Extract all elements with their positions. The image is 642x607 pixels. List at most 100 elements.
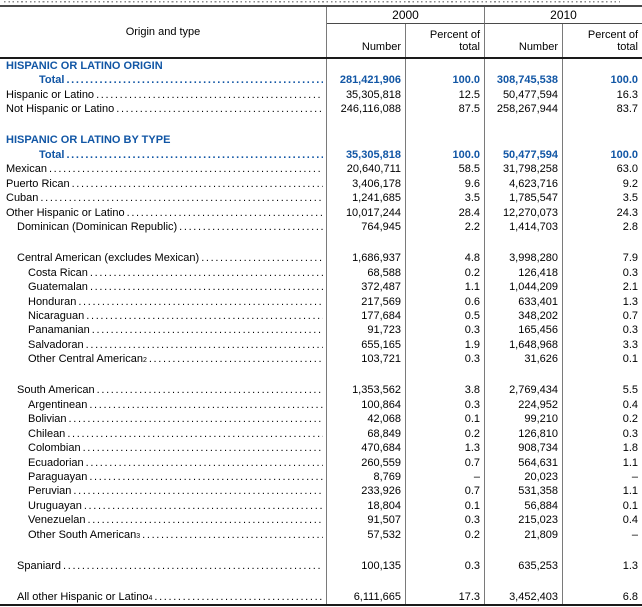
origin-cell: Nicaraguan. . . . . . . . . . . . . . . … (0, 308, 327, 324)
value-percent-2000-cell: 3.5 (406, 191, 485, 206)
dot-leader: . . . . . . . . . . . . . . . . . . . . … (66, 74, 323, 87)
value-number-2000-cell: 470,684 (327, 441, 406, 456)
value-percent-2010-cell: 63.0 (616, 163, 638, 176)
value-percent-2000-cell (406, 59, 485, 74)
value-percent-2000-cell: 17.3 (406, 590, 485, 605)
row-label: Cuban (6, 192, 39, 205)
dot-leader: . . . . . . . . . . . . . . . . . . . . … (68, 413, 323, 426)
origin-cell: Costa Rican. . . . . . . . . . . . . . .… (0, 265, 327, 281)
row-label: South American (17, 384, 95, 397)
hispanic-origin-table: Origin and type 2000 2010 Number Percent… (0, 5, 642, 607)
value-percent-2000-cell: 0.6 (406, 294, 485, 309)
value-percent-2010-cell: 24.3 (616, 206, 638, 219)
value-percent-2000-cell: 100.0 (406, 147, 485, 163)
value-percent-2000-cell (406, 366, 485, 384)
dot-leader: . . . . . . . . . . . . . . . . . . . . … (73, 485, 323, 498)
number-header-label: Number (518, 41, 558, 53)
value-number-2010-cell: 348,202 (485, 308, 563, 324)
row-label: Argentinean (28, 398, 88, 411)
value-percent-2010-cell: 2.8 (622, 221, 638, 234)
value-percent-2010-cell: 9.2 (622, 177, 638, 190)
row-label: Ecuadorian (28, 456, 84, 469)
value-percent-2010-cell: 83.7 (616, 103, 638, 116)
table-row: Cuban. . . . . . . . . . . . . . . . . .… (0, 191, 642, 206)
origin-cell (0, 234, 327, 252)
value-number-2010-cell: 50,477,594 (485, 87, 563, 103)
value-percent-2010-cell: 3.5 (622, 192, 638, 205)
value-number-2010-cell: 635,253 (485, 558, 563, 574)
origin-cell: Salvadoran. . . . . . . . . . . . . . . … (0, 337, 327, 353)
value-percent-2010-cell: 0.3 (622, 427, 638, 440)
origin-cell: Paraguayan. . . . . . . . . . . . . . . … (0, 470, 327, 485)
row-label: Salvadoran (28, 338, 84, 351)
table-row: Uruguayan. . . . . . . . . . . . . . . .… (0, 498, 642, 514)
origin-cell: Not Hispanic or Latino. . . . . . . . . … (0, 102, 327, 117)
dot-leader: . . . . . . . . . . . . . . . . . . . . … (87, 514, 324, 527)
value-number-2010-cell: 1,785,547 (485, 191, 563, 206)
row-label: Panamanian (28, 324, 90, 337)
value-percent-2000-cell: 12.5 (406, 87, 485, 103)
value-percent-2010-cell (563, 367, 642, 384)
value-percent-2000-cell: 0.2 (406, 527, 485, 543)
dot-leader: . . . . . . . . . . . . . . . . . . . . … (67, 427, 323, 440)
value-number-2000-cell: 18,804 (327, 498, 406, 514)
value-number-2000-cell: 217,569 (327, 294, 406, 309)
value-percent-2000-cell: 0.2 (406, 265, 485, 281)
value-percent-2010-cell: 0.2 (622, 413, 638, 426)
dot-leader: . . . . . . . . . . . . . . . . . . . . … (89, 281, 323, 294)
value-number-2010-cell: 20,023 (485, 470, 563, 485)
value-number-2000-cell: 6,111,665 (327, 590, 406, 605)
origin-cell: Colombian. . . . . . . . . . . . . . . .… (0, 441, 327, 456)
origin-cell: Panamanian. . . . . . . . . . . . . . . … (0, 323, 327, 338)
value-number-2000-cell: 655,165 (327, 337, 406, 353)
value-number-2010-cell (485, 59, 563, 74)
origin-cell (0, 573, 327, 590)
value-percent-2010-cell: 0.3 (622, 266, 638, 279)
value-number-2000-cell (327, 366, 406, 384)
origin-cell: Venezuelan. . . . . . . . . . . . . . . … (0, 513, 327, 528)
value-number-2010-cell: 258,267,944 (485, 102, 563, 117)
dot-leader: . . . . . . . . . . . . . . . . . . . . … (82, 442, 323, 455)
dot-leader: . . . . . . . . . . . . . . . . . . . . … (89, 266, 323, 279)
table-body: HISPANIC OR LATINO ORIGIN Total. . . . . … (0, 59, 642, 605)
dot-leader: . . . . . . . . . . . . . . . . . . . . … (116, 103, 323, 116)
value-percent-2010-cell: 6.8 (622, 591, 638, 603)
origin-cell: Guatemalan. . . . . . . . . . . . . . . … (0, 280, 327, 295)
row-label: Other Hispanic or Latino (6, 206, 125, 219)
value-number-2010-cell: 564,631 (485, 455, 563, 470)
value-percent-2010-cell (563, 542, 642, 559)
dot-leader: . . . . . . . . . . . . . . . . . . . . … (71, 177, 323, 190)
dot-leader: . . . . . . . . . . . . . . . . . . . . … (40, 192, 323, 205)
value-number-2010-cell: 31,626 (485, 352, 563, 367)
dot-leader: . . . . . . . . . . . . . . . . . . . . … (89, 398, 323, 411)
value-percent-2010-cell: 5.5 (622, 384, 638, 397)
origin-cell: Hispanic or Latino. . . . . . . . . . . … (0, 87, 327, 103)
origin-cell: Central American (excludes Mexican). . .… (0, 251, 327, 266)
clipped-caption-remnant (0, 0, 642, 5)
value-number-2010-cell: 99,210 (485, 412, 563, 427)
value-percent-2010-cell: 16.3 (616, 88, 638, 101)
table-row: Venezuelan. . . . . . . . . . . . . . . … (0, 513, 642, 528)
value-number-2000-cell: 1,686,937 (327, 251, 406, 266)
value-number-2000-cell: 35,305,818 (327, 87, 406, 103)
row-label: Total (39, 148, 65, 161)
value-percent-2010-cell (563, 133, 642, 147)
value-percent-2010-cell: 0.1 (622, 353, 638, 366)
value-number-2010-cell (485, 234, 563, 252)
value-number-2000-cell: 100,864 (327, 397, 406, 413)
value-number-2000-cell: 91,723 (327, 323, 406, 338)
value-number-2010-cell: 308,745,538 (485, 73, 563, 88)
table-row: Colombian. . . . . . . . . . . . . . . .… (0, 441, 642, 456)
dot-leader: . . . . . . . . . . . . . . . . . . . . … (85, 338, 323, 351)
value-number-2010-cell (485, 573, 563, 590)
origin-cell: Uruguayan. . . . . . . . . . . . . . . .… (0, 498, 327, 514)
table-row: Argentinean. . . . . . . . . . . . . . .… (0, 397, 642, 413)
column-header-origin: Origin and type (0, 7, 327, 57)
dot-leader: . . . . . . . . . . . . . . . . . . . . … (142, 528, 323, 541)
dot-leader: . . . . . . . . . . . . . . . . . . . . … (179, 221, 323, 234)
origin-cell: Bolivian. . . . . . . . . . . . . . . . … (0, 412, 327, 427)
origin-cell: Total. . . . . . . . . . . . . . . . . .… (0, 73, 327, 88)
table-row: Panamanian. . . . . . . . . . . . . . . … (0, 323, 642, 338)
row-label: Not Hispanic or Latino (6, 103, 115, 116)
table-row: Other Central American 2. . . . . . . . .… (0, 352, 642, 367)
